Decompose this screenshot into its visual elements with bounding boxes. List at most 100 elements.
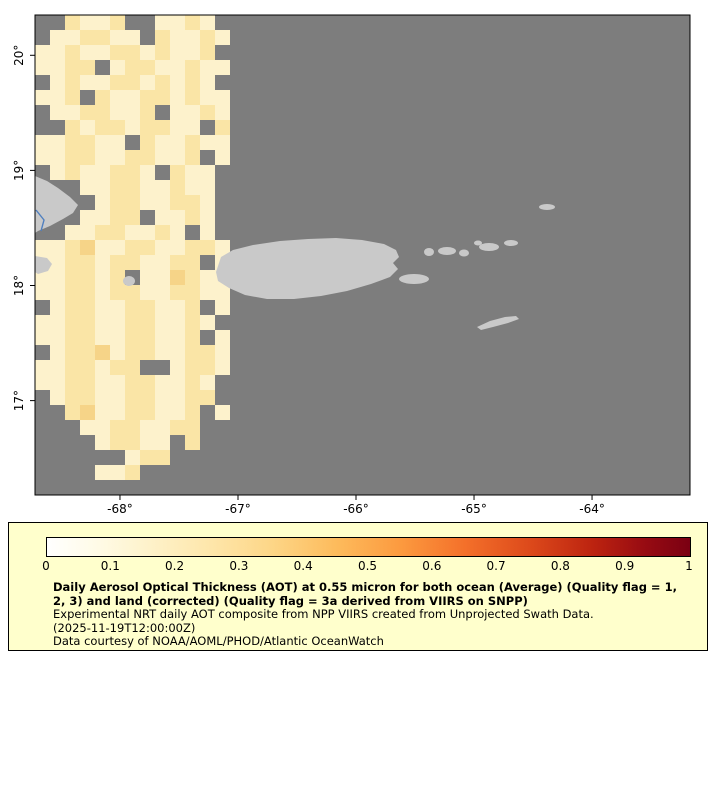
aot-data-cell (110, 105, 125, 120)
aot-data-cell (110, 135, 125, 150)
aot-data-cell (125, 240, 140, 255)
aot-data-cell (110, 375, 125, 390)
colorbar-tick-label: 0.6 (422, 559, 442, 573)
aot-data-cell (140, 45, 155, 60)
aot-data-cell (185, 60, 200, 75)
lon-tick-label: -67° (225, 502, 251, 516)
aot-data-cell (110, 420, 125, 435)
aot-data-cell (65, 345, 80, 360)
legend-timestamp: (2025-11-19T12:00:00Z) (53, 620, 196, 635)
aot-data-cell (140, 390, 155, 405)
aot-data-cell (125, 210, 140, 225)
aot-data-cell (110, 390, 125, 405)
aot-data-cell (110, 300, 125, 315)
colorbar-tick-label: 0.9 (615, 559, 635, 573)
aot-data-cell (95, 330, 110, 345)
aot-data-cell (140, 135, 155, 150)
aot-data-cell (95, 135, 110, 150)
aot-data-cell (155, 150, 170, 165)
aot-data-cell (80, 375, 95, 390)
aot-data-cell (95, 225, 110, 240)
aot-data-cell (50, 285, 65, 300)
aot-data-cell (110, 165, 125, 180)
aot-data-cell (185, 195, 200, 210)
aot-data-cell (140, 375, 155, 390)
aot-data-cell (140, 285, 155, 300)
aot-data-cell (185, 135, 200, 150)
aot-data-cell (200, 45, 215, 60)
aot-data-cell (35, 375, 50, 390)
aot-data-cell (215, 90, 230, 105)
aot-data-cell (110, 255, 125, 270)
aot-data-cell (125, 75, 140, 90)
aot-data-cell (200, 30, 215, 45)
aot-data-cell (155, 450, 170, 465)
aot-data-cell (35, 150, 50, 165)
aot-data-cell (80, 30, 95, 45)
legend-credit: Data courtesy of NOAA/AOML/PHOD/Atlantic… (53, 634, 384, 649)
aot-data-cell (110, 75, 125, 90)
aot-data-cell (95, 255, 110, 270)
aot-data-cell (125, 450, 140, 465)
aot-data-cell (170, 270, 185, 285)
aot-data-cell (140, 120, 155, 135)
aot-data-cell (125, 255, 140, 270)
aot-data-cell (80, 300, 95, 315)
aot-data-cell (65, 240, 80, 255)
aot-data-cell (170, 105, 185, 120)
aot-data-cell (215, 300, 230, 315)
aot-data-cell (170, 210, 185, 225)
colorbar-tick-label: 0.3 (229, 559, 249, 573)
jost-van-dyke (474, 240, 482, 246)
aot-data-cell (155, 210, 170, 225)
aot-data-cell (80, 420, 95, 435)
aot-data-cell (65, 255, 80, 270)
aot-data-cell (65, 270, 80, 285)
aot-data-cell (80, 360, 95, 375)
aot-data-cell (200, 225, 215, 240)
aot-data-cell (200, 135, 215, 150)
aot-data-cell (155, 90, 170, 105)
aot-data-cell (110, 180, 125, 195)
aot-data-cell (50, 375, 65, 390)
aot-data-cell (155, 135, 170, 150)
aot-data-cell (50, 90, 65, 105)
colorbar-tick-label: 0.5 (357, 559, 378, 573)
aot-data-cell (110, 225, 125, 240)
lon-tick-label: -65° (461, 502, 487, 516)
aot-data-cell (140, 300, 155, 315)
aot-data-cell (35, 90, 50, 105)
aot-colorbar (46, 537, 691, 557)
lat-tick-label: 18° (12, 275, 26, 296)
aot-data-cell (140, 330, 155, 345)
aot-data-cell (50, 165, 65, 180)
aot-data-cell (155, 345, 170, 360)
aot-data-cell (95, 45, 110, 60)
lat-tick-label: 19° (12, 160, 26, 181)
aot-data-cell (200, 60, 215, 75)
aot-data-cell (80, 180, 95, 195)
aot-data-cell (200, 390, 215, 405)
aot-data-cell (65, 165, 80, 180)
aot-data-cell (200, 75, 215, 90)
aot-data-cell (50, 345, 65, 360)
aot-data-cell (110, 90, 125, 105)
aot-data-cell (200, 165, 215, 180)
aot-data-cell (80, 315, 95, 330)
aot-data-cell (95, 435, 110, 450)
aot-data-cell (35, 360, 50, 375)
aot-data-cell (95, 15, 110, 30)
aot-data-cell (50, 30, 65, 45)
aot-data-cell (65, 45, 80, 60)
aot-data-cell (110, 270, 125, 285)
aot-data-cell (125, 165, 140, 180)
aot-data-cell (80, 60, 95, 75)
aot-data-cell (80, 15, 95, 30)
aot-data-cell (185, 210, 200, 225)
aot-data-cell (80, 120, 95, 135)
aot-data-cell (155, 15, 170, 30)
st-croix (477, 316, 519, 330)
aot-data-cell (185, 390, 200, 405)
legend-panel: 0 0.1 0.2 0.3 0.4 0.5 0.6 0.7 0.8 0.9 1 Daily Aero… (8, 522, 708, 651)
aot-data-cell (110, 285, 125, 300)
